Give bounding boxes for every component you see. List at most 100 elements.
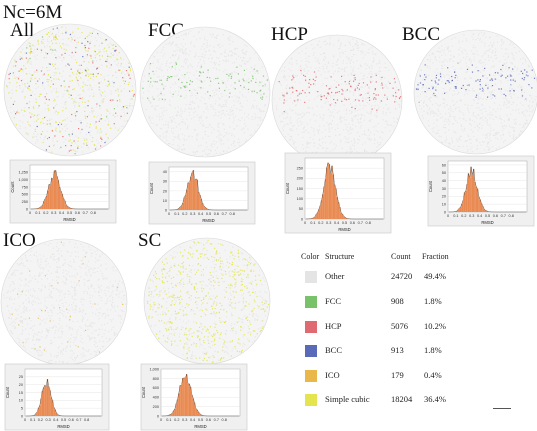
y-tick-label: 1,250	[18, 171, 28, 175]
x-tick-label: 0.5	[206, 212, 211, 216]
y-tick-label: 5	[21, 407, 23, 411]
histogram-bar	[345, 218, 348, 219]
histogram-bar	[455, 211, 458, 212]
y-tick-label: 400	[153, 396, 159, 400]
figure-heading: Nc=6M	[3, 2, 63, 23]
histogram-bar	[180, 385, 183, 416]
x-tick-label: 0.7	[214, 418, 219, 422]
x-tick-label: 0.7	[76, 418, 81, 422]
x-tick-label: 0.1	[453, 214, 458, 218]
x-tick-label: 0.7	[358, 221, 363, 225]
histogram-sc: 0 200 400 600 800 1,000 0 0.1 0.2 0.3 0.4 0.5 0.6 0.7…	[140, 363, 248, 431]
structure-name: ICO	[325, 370, 340, 380]
table-row-fcc: FCC 908 1.8%	[305, 295, 505, 311]
histogram-bar	[184, 195, 187, 210]
histogram-bar	[53, 407, 55, 416]
histogram-bar	[203, 205, 205, 210]
histogram-bar	[179, 206, 181, 210]
y-tick-label: 750	[22, 185, 28, 189]
y-tick-label: 10	[19, 399, 23, 403]
x-tick-label: 0.2	[182, 212, 187, 216]
histogram-bar	[40, 398, 42, 416]
histogram-bar	[192, 170, 195, 210]
histogram-bar	[471, 174, 474, 212]
histogram-bar	[193, 402, 196, 416]
x-tick-label: 0.2	[174, 418, 179, 422]
histogram-bar	[195, 408, 197, 416]
histogram-bar	[183, 197, 185, 210]
histogram-bar	[459, 207, 462, 212]
y-tick-label: 30	[442, 187, 446, 191]
histogram-bar	[316, 212, 319, 219]
histogram-bar	[204, 207, 206, 210]
x-tick-label: 0.2	[461, 214, 466, 218]
histogram-bar	[197, 411, 200, 416]
y-tick-label: 200	[297, 177, 303, 181]
color-swatch	[305, 271, 317, 283]
x-tick-label: 0.3	[326, 221, 331, 225]
histogram-bar	[37, 208, 40, 209]
histogram-bar	[199, 194, 201, 210]
histogram-bar	[180, 205, 183, 210]
x-tick-label: 0.8	[366, 221, 371, 225]
histogram-bar	[36, 411, 38, 416]
table-row-hcp: HCP 5076 10.2%	[305, 320, 505, 336]
structure-fraction: 0.4%	[424, 370, 442, 380]
panel-label-bcc: BCC	[402, 24, 441, 45]
histogram-bar	[337, 202, 340, 219]
histogram-bar	[57, 180, 60, 209]
y-axis-label: Count	[428, 180, 433, 192]
x-tick-label: 0	[304, 221, 306, 225]
histogram-bar	[332, 174, 335, 219]
histogram-bar	[69, 207, 71, 209]
histogram-bar	[324, 179, 327, 219]
histogram-bar	[55, 170, 57, 209]
histogram-bar	[319, 205, 321, 219]
x-tick-label: 0.1	[310, 221, 315, 225]
y-tick-label: 500	[22, 193, 28, 197]
histogram-bar	[191, 394, 193, 416]
table-header-structure: Structure	[325, 252, 355, 261]
x-tick-label: 0.5	[485, 214, 490, 218]
histogram-bar	[344, 217, 346, 219]
histogram-bar	[195, 178, 197, 210]
histogram-bar	[318, 209, 320, 219]
histogram-bar	[41, 205, 44, 209]
histogram-bar	[172, 410, 175, 416]
histogram-bar	[326, 167, 328, 219]
histogram-bar	[47, 190, 49, 209]
histogram-bar	[45, 196, 48, 209]
sphere-scatter-hcp	[271, 34, 403, 166]
structure-fraction: 49.4%	[424, 271, 446, 281]
x-axis-label: RMSD	[63, 217, 75, 222]
histogram-bar	[167, 415, 169, 416]
histogram-bar	[174, 409, 176, 416]
histogram-bar	[478, 196, 480, 212]
histogram-bar	[200, 414, 202, 416]
histogram-bar	[176, 399, 179, 416]
x-tick-label: 0.5	[67, 211, 72, 215]
y-tick-label: 800	[153, 377, 159, 381]
x-tick-label: 0.3	[51, 211, 56, 215]
histogram-bar	[44, 385, 46, 416]
histogram-bar	[49, 184, 52, 209]
histogram-bar	[187, 383, 189, 416]
histogram-bar	[322, 194, 324, 219]
y-tick-label: 30	[163, 180, 167, 184]
histogram-bar	[52, 179, 54, 209]
histogram-bar	[56, 176, 58, 209]
panel-label-sc: SC	[138, 230, 162, 251]
histogram-ico: 0 5 10 15 20 25 0 0.1 0.2 0.3 0.4 0.5 0.6 0.7 0.8 RMSD C…	[4, 363, 110, 431]
histogram-bar	[188, 383, 191, 416]
histogram-bar	[330, 172, 332, 219]
x-tick-label: 0.8	[509, 214, 514, 218]
y-tick-label: 200	[153, 405, 159, 409]
histogram-bar	[196, 409, 198, 416]
panel-label-hcp: HCP	[271, 24, 308, 45]
histogram-bar	[343, 216, 345, 219]
histogram-bar	[64, 200, 66, 209]
y-tick-label: 50	[442, 171, 446, 175]
y-tick-label: 250	[22, 200, 28, 204]
histogram-bar	[465, 190, 467, 212]
